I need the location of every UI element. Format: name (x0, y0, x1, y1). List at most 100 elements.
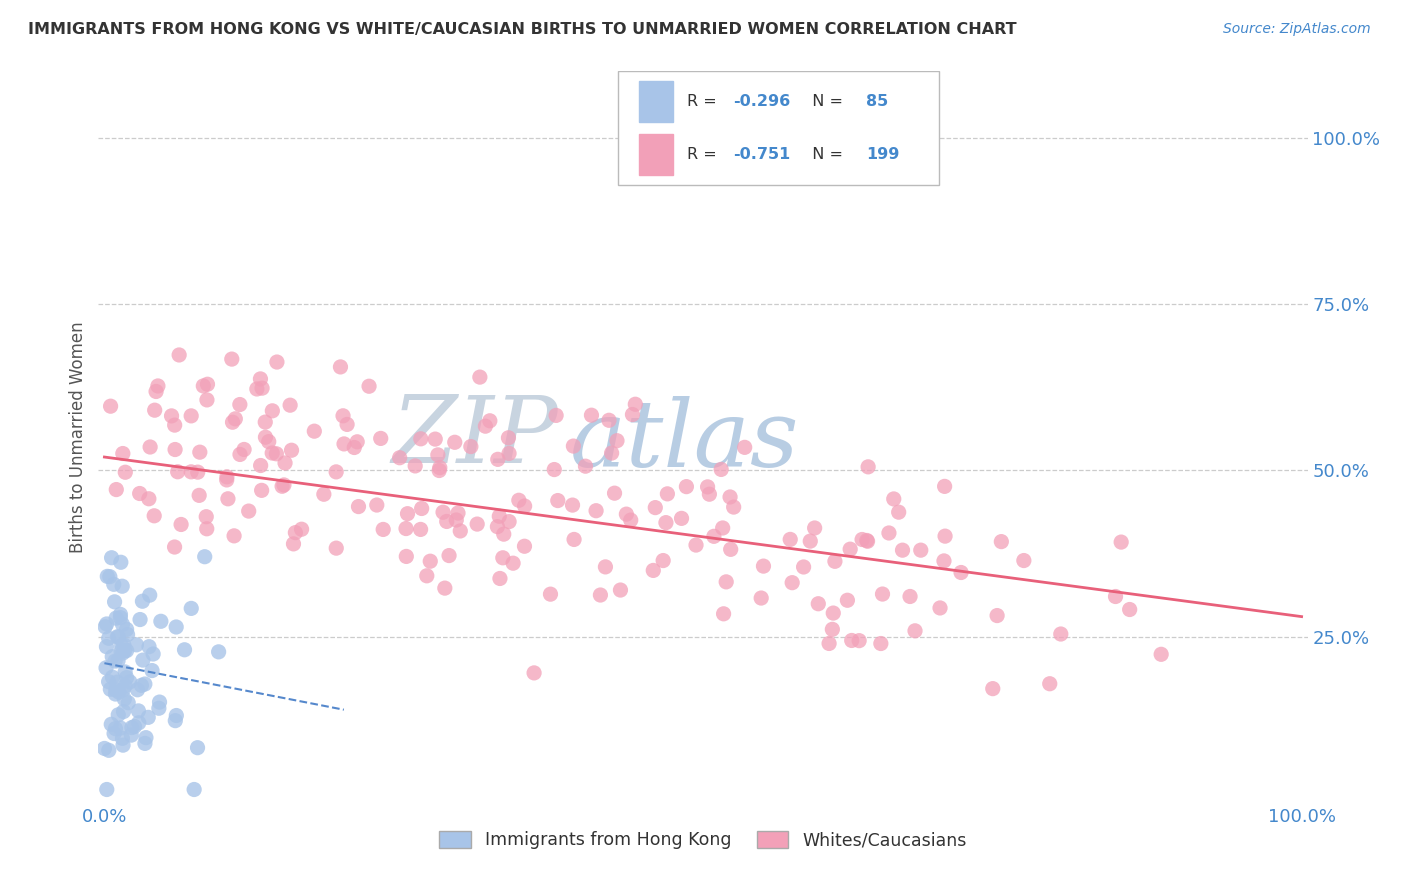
Point (197, 377, 219, 392)
Point (437, 549, 460, 563)
Point (111, 731, 134, 746)
Point (823, 606, 845, 620)
Point (488, 509, 510, 524)
Point (710, 462, 733, 476)
Point (266, 355, 288, 369)
Point (498, 446, 520, 460)
Point (250, 483, 273, 498)
Point (173, 642, 195, 657)
Point (562, 439, 585, 453)
Point (325, 541, 347, 556)
Point (125, 638, 148, 652)
Point (124, 719, 146, 733)
Point (188, 488, 211, 502)
Point (851, 533, 873, 547)
Point (98, 569, 121, 583)
Point (128, 486, 150, 500)
Text: ZIP: ZIP (391, 392, 558, 482)
Point (1012, 553, 1035, 567)
Point (581, 408, 603, 422)
Point (492, 527, 515, 541)
Point (409, 523, 432, 537)
Point (436, 515, 458, 529)
Point (249, 372, 271, 386)
Point (347, 500, 370, 514)
Point (910, 543, 932, 558)
Point (373, 523, 395, 537)
Point (193, 379, 215, 393)
Point (250, 381, 273, 395)
Point (1039, 677, 1062, 691)
Point (357, 379, 380, 393)
Point (486, 519, 509, 533)
Point (336, 417, 359, 432)
Point (180, 409, 202, 423)
Point (148, 701, 170, 715)
Point (131, 678, 153, 692)
Point (148, 695, 170, 709)
Point (167, 348, 190, 362)
Point (120, 728, 142, 742)
Point (652, 553, 675, 567)
Point (229, 447, 252, 461)
Point (595, 560, 617, 574)
Point (103, 577, 125, 591)
Text: R =: R = (688, 147, 723, 162)
Point (574, 459, 596, 474)
Point (346, 434, 368, 449)
Point (891, 543, 914, 558)
Point (138, 640, 160, 654)
Bar (638, 81, 673, 121)
Point (141, 664, 163, 678)
Point (115, 643, 138, 657)
Point (716, 574, 738, 589)
Point (752, 559, 775, 574)
Point (118, 674, 141, 689)
Point (1150, 648, 1173, 662)
Point (395, 549, 418, 564)
Point (132, 653, 155, 667)
Point (254, 430, 277, 444)
Point (215, 470, 238, 484)
Point (841, 633, 863, 648)
Point (426, 448, 449, 462)
Point (877, 526, 900, 541)
Point (598, 413, 620, 427)
Point (284, 525, 307, 540)
Point (97, 632, 120, 646)
Point (145, 384, 167, 399)
Point (478, 414, 501, 428)
Point (97, 743, 120, 757)
Point (217, 491, 239, 506)
Point (523, 665, 546, 680)
Point (429, 460, 451, 475)
Point (165, 708, 187, 723)
Point (990, 534, 1012, 549)
Point (100, 550, 122, 565)
Point (194, 549, 217, 564)
Point (703, 529, 725, 543)
Point (139, 440, 162, 454)
Point (304, 424, 326, 438)
Point (332, 409, 354, 423)
Bar (638, 135, 673, 175)
Point (543, 462, 565, 476)
Point (620, 513, 643, 527)
FancyBboxPatch shape (619, 71, 939, 185)
Point (186, 740, 208, 755)
Point (1104, 590, 1126, 604)
Point (207, 645, 229, 659)
Point (606, 434, 628, 448)
Point (837, 593, 859, 607)
Point (498, 431, 520, 445)
Point (180, 601, 202, 615)
Point (105, 611, 128, 625)
Point (699, 487, 721, 501)
Point (96, 782, 118, 797)
Point (343, 441, 366, 455)
Point (329, 359, 352, 374)
Point (333, 437, 356, 451)
Point (589, 588, 612, 602)
Point (675, 480, 697, 494)
Point (600, 446, 623, 460)
